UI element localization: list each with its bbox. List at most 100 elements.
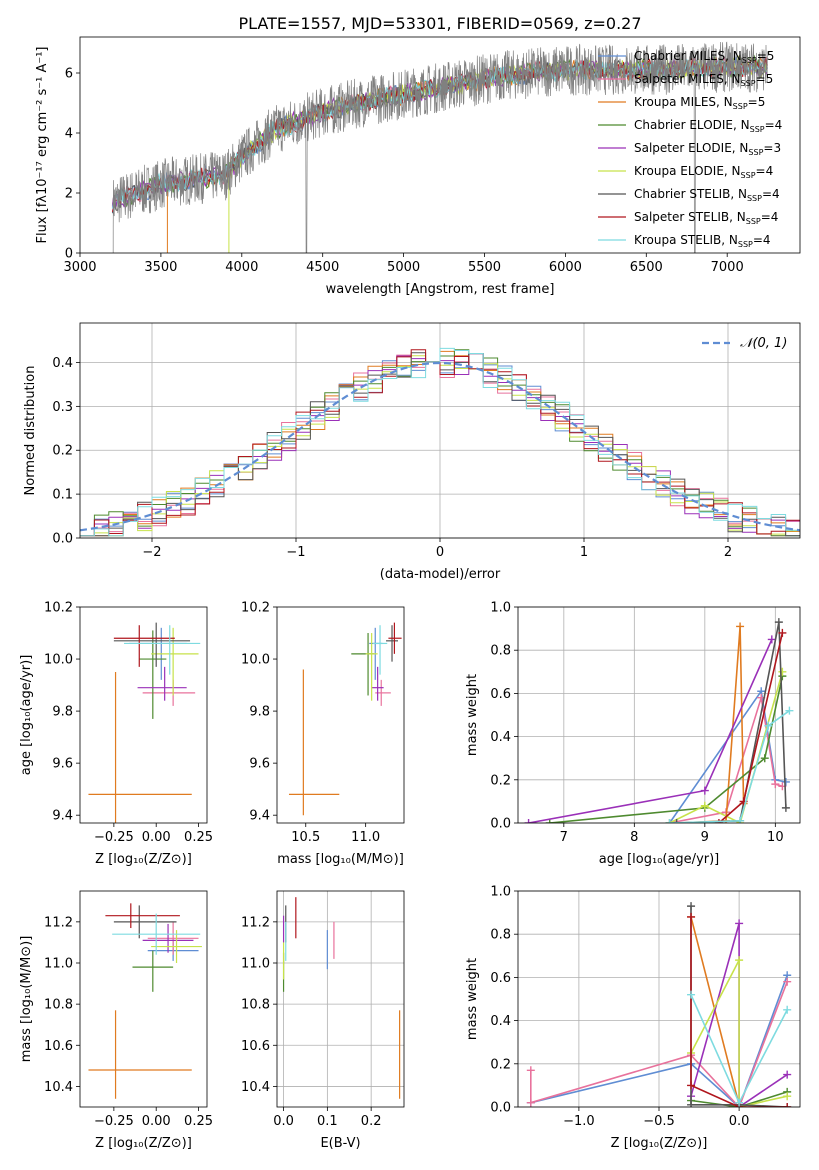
x-tick-label: 0.0 <box>273 1114 294 1129</box>
legend-entry: Salpeter MILES, NSSP=5 <box>634 72 773 88</box>
y-tick-label: 0.0 <box>490 1101 511 1116</box>
axes-frame <box>79 36 801 254</box>
y-tick-label: 9.6 <box>249 757 270 772</box>
y-tick-label: 0.3 <box>52 400 73 415</box>
age-vs-Z-marks <box>88 622 201 823</box>
mass-weight-marker <box>687 1081 696 1090</box>
y-tick-label: 10.8 <box>241 998 270 1013</box>
y-tick-label: 0.6 <box>490 971 511 986</box>
x-tick-label: 6000 <box>549 260 582 275</box>
mass-weight-marker <box>714 819 723 823</box>
x-tick-label: 8 <box>630 830 638 845</box>
y-tick-label: 4 <box>65 127 73 142</box>
y-tick-label: 11.2 <box>44 915 73 930</box>
y-tick-label: 0 <box>65 247 73 262</box>
mass-weight-marker <box>736 622 745 631</box>
y-tick-label: 1.0 <box>490 601 511 616</box>
mass-weight-marker <box>700 801 709 810</box>
y-tick-label: 9.4 <box>249 809 270 824</box>
y-tick-label: 10.6 <box>241 1039 270 1054</box>
mass-weight-marker <box>687 990 696 999</box>
mass-weight-line <box>668 689 787 823</box>
mass-weight-marker <box>783 1070 792 1079</box>
age-vs-mass-panel: 10.5 11.0 9.4 9.6 9.8 10.0 10.2 mass [log₁₀(M/M… <box>241 601 405 867</box>
mass-weight-line <box>690 916 788 1107</box>
legend-entry: Salpeter STELIB, NSSP=4 <box>634 210 778 226</box>
y-tick-label: 10.4 <box>241 1080 270 1095</box>
x-tick-label: 11.0 <box>351 830 380 845</box>
x-tick-label: −0.25 <box>94 1114 134 1129</box>
mass-weight-line <box>690 959 788 1107</box>
x-tick-label: 0 <box>436 545 444 560</box>
mass-weight-line <box>528 639 773 823</box>
legend-entry: Kroupa ELODIE, NSSP=4 <box>634 164 773 180</box>
mass-weight-marker <box>700 786 709 795</box>
legend-entry: Kroupa MILES, NSSP=5 <box>634 95 765 111</box>
residual-histogram <box>80 350 800 537</box>
legend-entry: Chabrier MILES, NSSP=5 <box>634 49 774 65</box>
y-tick-label: 0.2 <box>490 773 511 788</box>
mass-weight-marker <box>736 816 745 823</box>
mass-weight-marker <box>735 1098 744 1107</box>
y-tick-label: 9.4 <box>52 809 73 824</box>
age-vs-Z-panel: −0.25 0.00 0.25 9.4 9.6 9.8 10.0 10.2 Z [log₁₀(Z… <box>19 601 213 868</box>
mass-weight-marker <box>545 819 554 823</box>
mass-vs-Z-panel: −0.25 0.00 0.25 10.4 10.6 10.8 11.0 11.2 Z [log₁… <box>19 890 213 1151</box>
y-axis-label: Flux [fλ10⁻¹⁷ erg cm⁻² s⁻¹ A⁻¹] <box>35 47 50 244</box>
mass-weight-marker <box>781 777 790 786</box>
x-tick-label: −1.0 <box>563 1114 595 1129</box>
x-tick-label: 5000 <box>387 260 420 275</box>
y-tick-label: 0.2 <box>52 444 73 459</box>
legend-entry: Kroupa STELIB, NSSP=4 <box>634 233 771 249</box>
mass-weight-line <box>669 710 790 823</box>
x-tick-label: 0.25 <box>184 830 213 845</box>
x-tick-label: 9 <box>701 830 709 845</box>
y-tick-label: 0.4 <box>52 356 73 371</box>
mass-weight-marker <box>687 912 696 921</box>
y-tick-label: 2 <box>65 187 73 202</box>
mass-weight-marker <box>735 919 744 928</box>
weight-vs-age-panel: 7 8 9 10 0.0 0.2 0.4 0.6 0.8 1.0 age [log₁₀(age/yr… <box>465 601 801 867</box>
mass-weight-line <box>690 1091 788 1107</box>
mass-weight-marker <box>687 902 696 911</box>
x-tick-label: 0.00 <box>142 830 171 845</box>
mass-weight-marker <box>774 618 783 627</box>
mass-weight-marker <box>760 754 769 763</box>
legend-entry: Chabrier STELIB, NSSP=4 <box>634 187 780 203</box>
y-tick-label: 11.0 <box>44 957 73 972</box>
spectrum-panel: 3000 3500 4000 4500 5000 5500 6000 6500 7000 0 2 4 6… <box>35 36 801 297</box>
mass-weight-marker <box>524 819 533 823</box>
y-tick-label: 0.1 <box>52 488 73 503</box>
x-tick-label: −0.25 <box>94 830 134 845</box>
legend-entry: Chabrier ELODIE, NSSP=4 <box>634 118 782 134</box>
x-tick-label: 10 <box>767 830 784 845</box>
x-tick-label: 0.2 <box>361 1114 382 1129</box>
x-tick-label: 3500 <box>144 260 177 275</box>
x-tick-label: 0.25 <box>184 1114 213 1129</box>
y-tick-label: 6 <box>65 67 73 82</box>
normal-reference-curve <box>80 361 800 532</box>
x-axis-label: age [log₁₀(age/yr)] <box>599 852 720 867</box>
x-axis-label: wavelength [Angstrom, rest frame] <box>326 282 555 297</box>
y-tick-label: 1.0 <box>490 885 511 900</box>
y-tick-label: 9.8 <box>52 705 73 720</box>
y-tick-label: 0.4 <box>490 1014 511 1029</box>
mass-weight-marker <box>785 706 794 715</box>
mass-weight-line <box>530 974 788 1107</box>
y-tick-label: 0.6 <box>490 687 511 702</box>
mass-weight-marker <box>526 1066 535 1075</box>
x-axis-label: Z [log₁₀(Z/Z⊙)] <box>95 852 192 867</box>
legend-entry: 𝒩(0, 1) <box>740 336 787 351</box>
observed-spectrum-line <box>112 41 768 253</box>
mass-weight-marker <box>781 803 790 812</box>
y-axis-label: mass weight <box>465 958 480 1040</box>
y-axis-label: mass [log₁₀(M/M⊙)] <box>19 936 34 1063</box>
axes-frame <box>79 890 208 1108</box>
weight-vs-Z-marks <box>526 902 792 1107</box>
mass-weight-marker <box>783 1103 792 1107</box>
weight-vs-age-marks <box>524 618 794 823</box>
y-tick-label: 9.8 <box>249 705 270 720</box>
y-tick-label: 10.6 <box>44 1039 73 1054</box>
mass-vs-Z-marks <box>88 903 202 1099</box>
axes-frame <box>276 606 405 824</box>
